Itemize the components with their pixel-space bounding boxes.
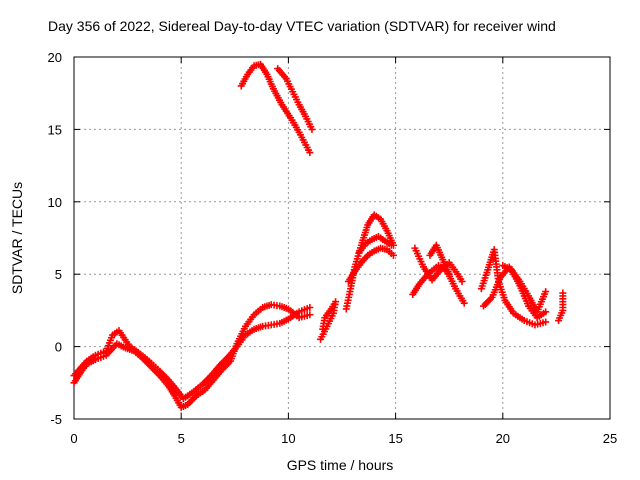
chart-title: Day 356 of 2022, Sidereal Day-to-day VTE… [48,18,556,34]
y-tick-label: 10 [48,195,62,210]
axis-ticks: 0 5 10 15 20 25 -5 0 5 10 15 20 [48,50,618,446]
y-axis-label: SDTVAR / TECUs [9,181,25,295]
y-tick-label: 20 [48,50,62,65]
data-point [559,289,567,297]
data-point [387,241,395,249]
data-marks [70,60,567,411]
plot-border [73,56,611,420]
data-point [542,318,550,326]
data-point [458,277,466,285]
y-tick-label: 5 [55,267,62,282]
data-point [542,288,550,296]
x-tick-label: 25 [603,431,617,446]
data-point [445,270,453,278]
y-tick-label: -5 [50,412,62,427]
x-axis-label: GPS time / hours [286,457,394,473]
x-tick-label: 0 [70,431,77,446]
data-point [542,308,550,316]
data-point [389,251,397,259]
data-point [308,125,316,133]
data-point [306,149,314,157]
x-tick-label: 20 [496,431,510,446]
x-tick-label: 15 [388,431,402,446]
y-tick-label: 0 [55,340,62,355]
data-point [460,299,468,307]
y-tick-label: 15 [48,122,62,137]
x-tick-label: 10 [281,431,295,446]
x-tick-label: 5 [178,431,185,446]
data-point [319,325,327,333]
data-point [306,311,314,319]
data-point [306,304,314,312]
